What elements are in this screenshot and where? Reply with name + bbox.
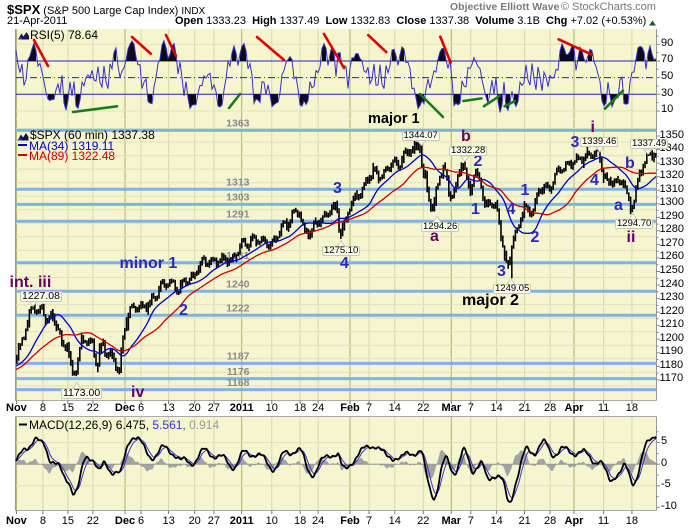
- svg-text:1222: 1222: [226, 302, 250, 314]
- svg-text:1291: 1291: [226, 208, 250, 220]
- svg-text:1363: 1363: [226, 118, 250, 130]
- svg-text:1303: 1303: [226, 192, 250, 204]
- svg-text:1176: 1176: [227, 366, 250, 378]
- svg-text:1187: 1187: [227, 351, 250, 363]
- svg-text:1168: 1168: [227, 377, 250, 389]
- svg-text:1313: 1313: [226, 176, 250, 188]
- svg-text:1240: 1240: [226, 279, 250, 291]
